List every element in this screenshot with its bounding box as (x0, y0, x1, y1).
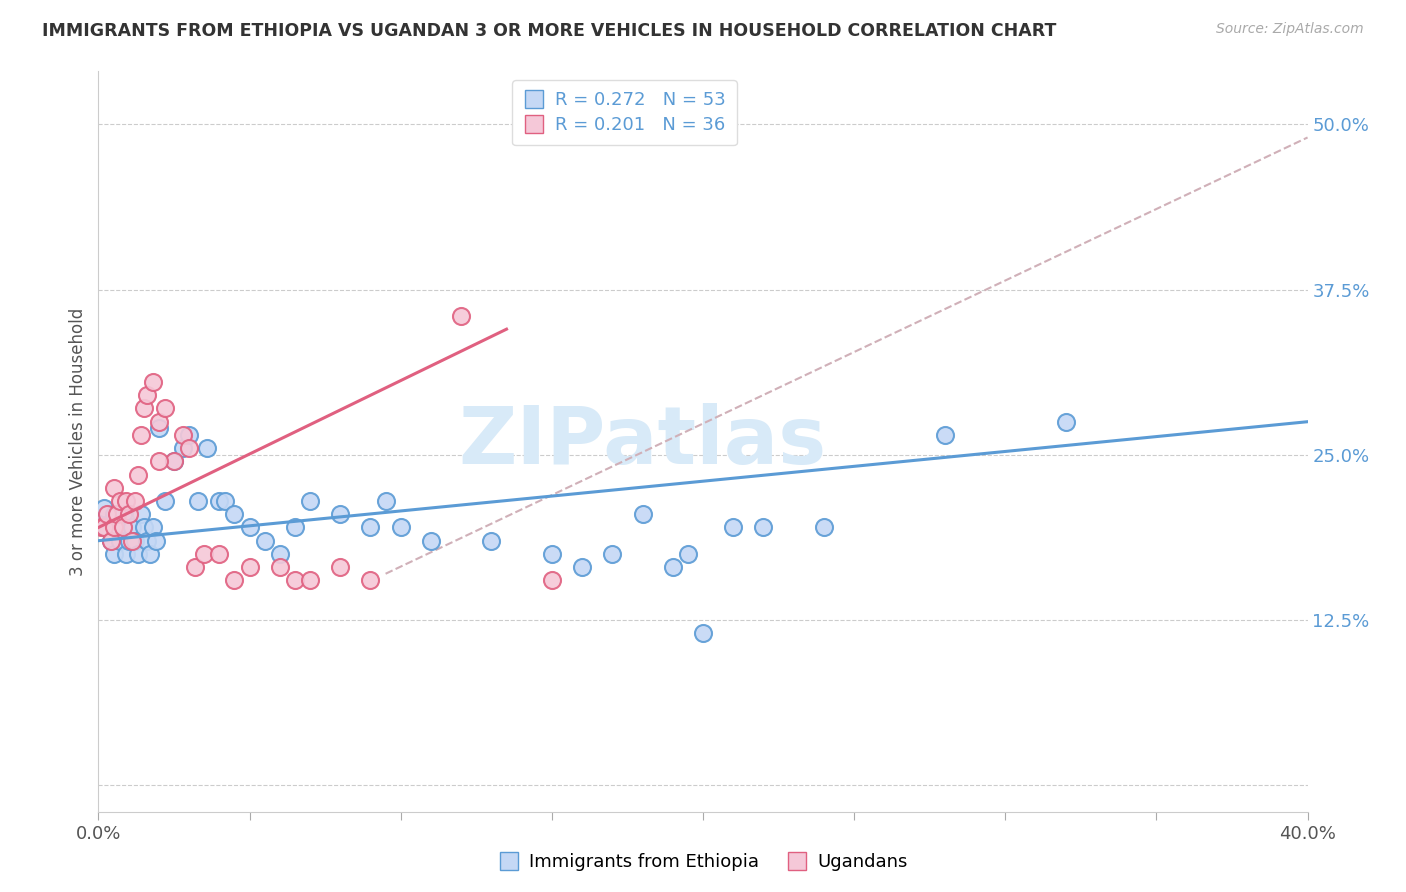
Point (139, 547, 162, 561)
Point (224, 508, 246, 522)
Point (420, 533, 443, 548)
Point (224, 574, 246, 588)
Point (208, 547, 231, 561)
Point (360, 574, 382, 588)
Point (179, 441, 201, 455)
Point (163, 454, 186, 468)
Point (813, 520, 835, 534)
Point (121, 520, 143, 534)
Point (148, 454, 170, 468)
Point (172, 428, 194, 442)
Point (118, 533, 141, 548)
Point (253, 533, 276, 548)
Point (100, 533, 122, 548)
Point (153, 494, 176, 508)
Point (163, 454, 186, 468)
Point (129, 428, 152, 442)
Point (93, 500, 115, 515)
Point (193, 547, 215, 561)
Point (172, 441, 194, 455)
Point (103, 481, 125, 495)
Point (121, 533, 143, 548)
Point (540, 547, 562, 561)
Point (124, 533, 146, 548)
Point (195, 441, 218, 455)
Point (360, 520, 382, 534)
Point (284, 574, 307, 588)
Point (90, 520, 112, 534)
Point (187, 494, 209, 508)
Point (111, 520, 134, 534)
Point (108, 533, 131, 548)
Point (142, 375, 165, 389)
Point (132, 520, 155, 534)
Point (239, 560, 262, 574)
Text: Source: ZipAtlas.com: Source: ZipAtlas.com (1216, 22, 1364, 37)
Point (1054, 415, 1077, 429)
Point (481, 533, 503, 548)
Text: ZIPatlas: ZIPatlas (458, 402, 827, 481)
Point (142, 520, 165, 534)
Point (132, 401, 155, 416)
Point (108, 494, 131, 508)
Point (145, 533, 167, 548)
Point (692, 626, 714, 640)
Point (111, 508, 134, 522)
Point (135, 533, 157, 548)
Point (148, 415, 170, 429)
Point (389, 520, 412, 534)
Point (96, 508, 118, 522)
Point (124, 494, 146, 508)
Point (571, 560, 593, 574)
Text: IMMIGRANTS FROM ETHIOPIA VS UGANDAN 3 OR MORE VEHICLES IN HOUSEHOLD CORRELATION : IMMIGRANTS FROM ETHIOPIA VS UGANDAN 3 OR… (42, 22, 1056, 40)
Point (723, 520, 745, 534)
Point (105, 508, 128, 522)
Point (299, 574, 322, 588)
Point (631, 508, 654, 522)
Point (153, 401, 176, 416)
Point (208, 494, 231, 508)
Point (96, 520, 118, 534)
Point (114, 547, 136, 561)
Point (93, 520, 115, 534)
Point (179, 428, 201, 442)
Point (450, 309, 472, 323)
Point (114, 494, 136, 508)
Point (329, 560, 352, 574)
Point (148, 421, 170, 435)
Point (239, 520, 262, 534)
Point (118, 508, 141, 522)
Point (676, 547, 699, 561)
Point (934, 428, 956, 442)
Point (127, 467, 149, 482)
Point (329, 508, 352, 522)
Point (540, 574, 562, 588)
Point (103, 520, 125, 534)
Legend: R = 0.272   N = 53, R = 0.201   N = 36: R = 0.272 N = 53, R = 0.201 N = 36 (512, 80, 737, 145)
Point (127, 547, 149, 561)
Point (752, 520, 775, 534)
Point (214, 494, 236, 508)
Point (661, 560, 683, 574)
Point (103, 547, 125, 561)
Point (129, 508, 152, 522)
Point (299, 494, 322, 508)
Legend: Immigrants from Ethiopia, Ugandans: Immigrants from Ethiopia, Ugandans (491, 847, 915, 879)
Point (284, 520, 307, 534)
Point (100, 533, 122, 548)
Point (602, 547, 624, 561)
Point (374, 494, 396, 508)
Point (103, 508, 125, 522)
Point (105, 520, 128, 534)
Point (269, 560, 291, 574)
Point (90, 514, 112, 528)
Point (184, 560, 207, 574)
Point (135, 388, 157, 402)
Y-axis label: 3 or more Vehicles in Household: 3 or more Vehicles in Household (69, 308, 87, 575)
Point (269, 547, 291, 561)
